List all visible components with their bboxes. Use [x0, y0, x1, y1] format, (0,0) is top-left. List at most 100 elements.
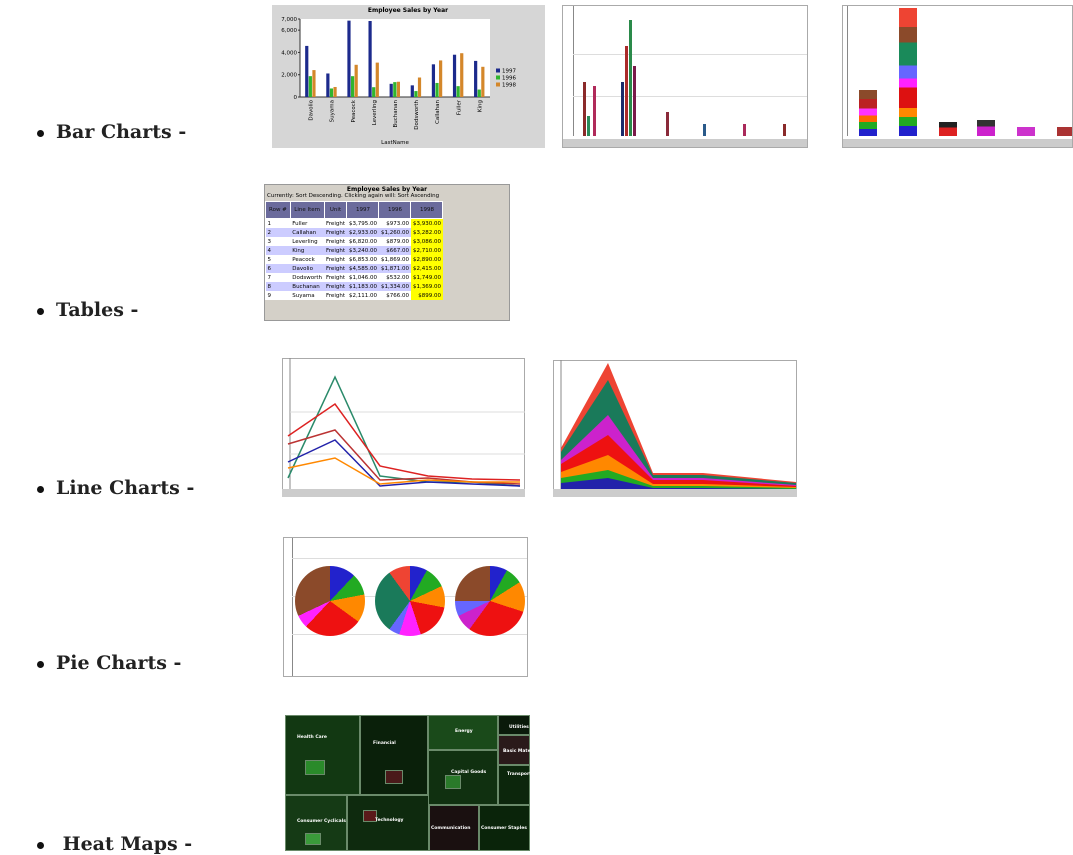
table-cell: 7: [267, 274, 272, 281]
bar: [326, 73, 330, 97]
bar: [414, 91, 418, 97]
bar: [375, 62, 379, 97]
table-subtitle: Currently: Sort Descending. Clicking aga…: [267, 193, 440, 199]
bar: [393, 82, 397, 97]
table-cell: $3,930.00: [410, 218, 443, 228]
table-cell: $1,046.00: [348, 274, 377, 281]
table-cell: $1,369.00: [410, 282, 443, 291]
column-header: Unit: [323, 201, 348, 219]
heat-map-label: Consumer Cyclicals: [297, 819, 346, 824]
table-row: 1 Fuller Freight $3,795.00 $973.00 $3,930.00: [265, 218, 443, 228]
table-cell: 6: [267, 265, 272, 272]
table-row: 5 Peacock Freight $6,853.00 $1,869.00 $2,890.…: [265, 255, 443, 264]
table-cell: $879.00: [386, 238, 409, 245]
y-tick-label: 6,000: [281, 28, 297, 34]
column-header: Row #: [265, 201, 291, 219]
x-tick-label: Suyama: [330, 100, 336, 122]
table-cell: 5: [267, 256, 272, 263]
bar: [329, 88, 334, 97]
item-label: Pie Charts -: [56, 652, 182, 674]
legend-label: 1998: [502, 83, 516, 89]
x-tick-label: Leverling: [372, 100, 378, 125]
x-axis-label: LastName: [381, 140, 409, 146]
x-tick-label: Fuller: [456, 99, 462, 115]
legend-swatch: [496, 75, 500, 80]
chart-title: Employee Sales by Year: [368, 7, 448, 14]
table: Row # Line Item Unit 1997 1996 1998 1 Fuller Fre…: [265, 201, 444, 300]
legend-swatch: [496, 82, 500, 87]
table-cell: $1,260.00: [380, 229, 409, 236]
bar: [452, 54, 457, 97]
item-label: Heat Maps -: [62, 833, 193, 855]
bar: [396, 81, 400, 97]
table-row: 6 Davolio Freight $4,585.00 $1,871.00 $2,415.…: [265, 264, 443, 273]
bar: [474, 60, 478, 97]
table-cell: King: [292, 247, 305, 254]
table-cell: $2,933.00: [348, 229, 377, 236]
bar: [347, 20, 351, 97]
table-cell: Freight: [326, 292, 345, 299]
table-title: Employee Sales by Year: [346, 186, 428, 193]
table-cell: $532.00: [386, 274, 409, 281]
table-cell: 4: [267, 247, 272, 254]
bar: [410, 85, 414, 97]
heat-map-label: Utilities: [509, 725, 529, 730]
heat-map-label: Financial: [373, 741, 396, 746]
table-cell: $1,871.00: [380, 265, 409, 272]
column-header: 1996: [378, 201, 412, 219]
y-tick-label: 0: [294, 95, 298, 101]
bar: [305, 45, 309, 97]
table-cell: Peacock: [292, 256, 315, 263]
bar: [372, 87, 376, 97]
bullet-item: Pie Charts -: [37, 652, 181, 674]
table-cell: Dodsworth: [292, 274, 323, 281]
heat-map-label: Communication: [431, 826, 471, 831]
table-cell: $3,240.00: [348, 247, 377, 254]
table-cell: Freight: [326, 283, 345, 290]
table-cell: Freight: [326, 229, 345, 236]
bar: [435, 82, 439, 97]
table-cell: Suyama: [292, 292, 315, 299]
table-cell: $2,710.00: [410, 246, 443, 255]
x-tick-label: Buchanan: [393, 99, 399, 127]
heat-map-label: Transport: [507, 772, 530, 777]
table-cell: Freight: [326, 247, 345, 254]
table-cell: $766.00: [386, 292, 409, 299]
table-cell: $667.00: [386, 247, 409, 254]
x-tick-label: Davolio: [309, 99, 315, 120]
area-chart-thumbnail: [553, 360, 797, 497]
table-cell: 1: [267, 220, 272, 227]
heat-map-label: Consumer Staples: [481, 826, 527, 831]
column-header: 1998: [410, 201, 444, 219]
table-cell: 2: [267, 229, 272, 236]
item-label: Tables -: [56, 299, 139, 321]
heat-map-label: Technology: [375, 818, 404, 823]
stacked-bar-thumbnail: [842, 5, 1073, 148]
x-tick-label: King: [477, 100, 483, 112]
bar: [431, 64, 436, 97]
legend-label: 1997: [502, 69, 516, 75]
bar: [389, 83, 393, 97]
table-cell: $2,111.00: [348, 292, 377, 299]
table-cell: Freight: [326, 256, 345, 263]
table-cell: $6,853.00: [348, 256, 377, 263]
table-row: 2 Callahan Freight $2,933.00 $1,260.00 $3,282…: [265, 228, 443, 237]
bar: [333, 86, 337, 97]
table-cell: $1,869.00: [380, 256, 409, 263]
table-cell: $2,415.00: [410, 264, 443, 273]
heat-map-label: Basic Mate...: [503, 749, 530, 754]
bar: [308, 76, 312, 97]
table-cell: 9: [267, 292, 272, 299]
y-tick-label: 4,000: [281, 50, 297, 56]
bar: [477, 89, 481, 97]
x-tick-label: Dodsworth: [414, 99, 420, 129]
item-label: Bar Charts -: [56, 121, 187, 143]
table-row: 8 Buchanan Freight $1,183.00 $1,334.00 $1,369…: [265, 282, 443, 291]
bar: [368, 21, 372, 97]
table-row: 4 King Freight $3,240.00 $667.00 $2,710.00: [265, 246, 443, 255]
item-label: Line Charts -: [56, 477, 195, 499]
pie-thumbnail: [295, 566, 365, 636]
y-tick-label: 7,000: [281, 17, 297, 23]
table-thumbnail: Employee Sales by Year Currently: Sort D…: [264, 184, 510, 321]
table-cell: $6,820.00: [348, 238, 377, 245]
